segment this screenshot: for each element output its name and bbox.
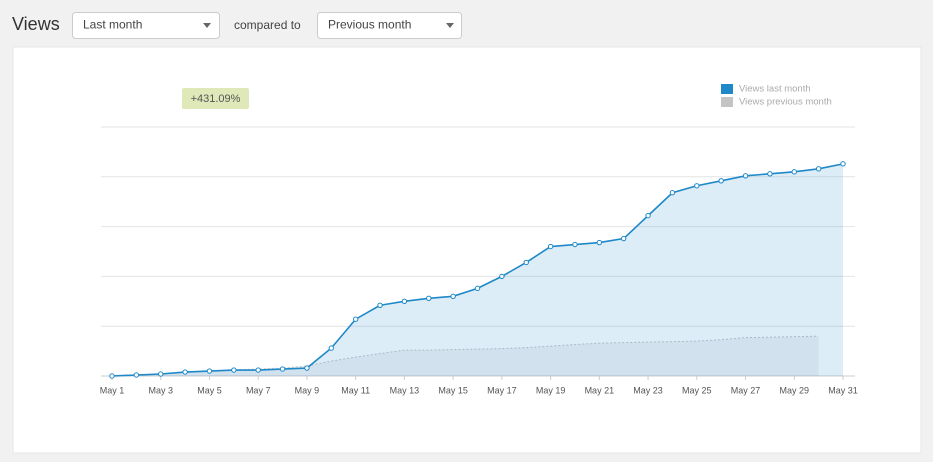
point bbox=[474, 285, 481, 292]
x-tick-label: May 5 bbox=[197, 385, 222, 395]
point bbox=[669, 190, 676, 196]
period-dropdown[interactable] bbox=[72, 12, 220, 39]
point bbox=[279, 366, 286, 372]
point bbox=[791, 169, 797, 175]
point bbox=[133, 372, 140, 378]
point bbox=[547, 243, 554, 250]
dropdown-arrow bbox=[446, 23, 454, 28]
legend-label: Views previous month bbox=[739, 97, 832, 108]
dropdown-arrow bbox=[203, 23, 211, 28]
x-tick-label: May 7 bbox=[246, 385, 271, 395]
point bbox=[328, 345, 334, 351]
point bbox=[426, 295, 432, 302]
point bbox=[645, 212, 651, 219]
point bbox=[499, 273, 505, 280]
point bbox=[694, 183, 700, 189]
x-tick-label: May 11 bbox=[341, 385, 370, 395]
x-tick-label: May 21 bbox=[585, 385, 615, 395]
x-tick-label: May 19 bbox=[536, 385, 566, 395]
point bbox=[206, 368, 213, 374]
point bbox=[742, 173, 749, 179]
change-badge bbox=[182, 88, 249, 109]
point bbox=[572, 241, 578, 248]
area bbox=[112, 163, 843, 376]
page-title: Views bbox=[12, 14, 60, 34]
point bbox=[840, 161, 846, 167]
legend-label: Views last month bbox=[739, 84, 811, 95]
point bbox=[718, 178, 724, 184]
x-tick-label: May 3 bbox=[148, 385, 173, 395]
point bbox=[109, 373, 115, 379]
point bbox=[767, 171, 773, 177]
point bbox=[231, 367, 237, 373]
x-tick-label: May 25 bbox=[682, 385, 712, 395]
change-text: +431.09% bbox=[191, 93, 241, 105]
point bbox=[401, 298, 408, 304]
point bbox=[523, 259, 529, 266]
x-tick-label: May 27 bbox=[731, 385, 761, 395]
compare-dropdown[interactable] bbox=[317, 12, 462, 39]
point bbox=[450, 293, 456, 300]
x-tick-label: May 31 bbox=[828, 385, 858, 395]
legend-swatch bbox=[721, 84, 733, 94]
area bbox=[112, 336, 819, 376]
point bbox=[377, 302, 383, 308]
point bbox=[182, 369, 188, 375]
x-tick-label: May 9 bbox=[295, 385, 320, 395]
point bbox=[255, 367, 261, 373]
legend-swatch bbox=[721, 97, 733, 107]
x-tick-label: May 29 bbox=[780, 385, 810, 395]
point bbox=[352, 316, 359, 322]
x-tick-label: May 23 bbox=[633, 385, 663, 395]
x-tick-label: May 13 bbox=[390, 385, 420, 395]
x-tick-label: May 17 bbox=[487, 385, 517, 395]
compare-period-label: Previous month bbox=[328, 18, 411, 32]
x-tick-label: May 1 bbox=[100, 385, 125, 395]
x-tick-label: May 15 bbox=[438, 385, 468, 395]
point bbox=[596, 239, 603, 246]
point bbox=[158, 371, 164, 377]
point bbox=[304, 365, 310, 371]
point bbox=[815, 166, 822, 172]
chart-card bbox=[12, 46, 922, 454]
point bbox=[621, 235, 627, 242]
compare-label: compared to bbox=[234, 18, 301, 32]
period-label: Last month bbox=[83, 18, 142, 32]
